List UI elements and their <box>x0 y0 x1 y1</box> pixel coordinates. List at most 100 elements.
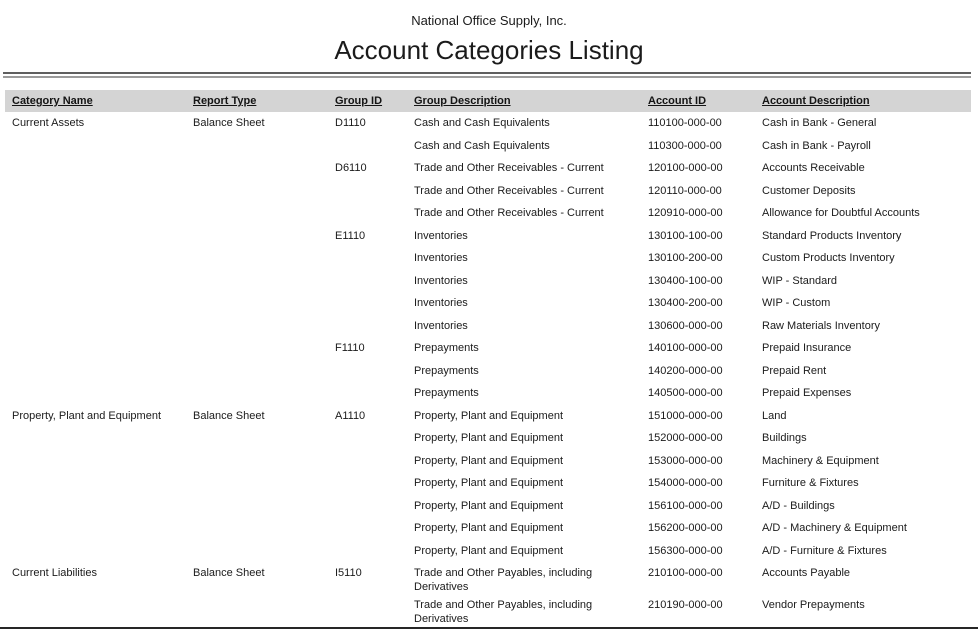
column-header-account-description: Account Description <box>762 95 870 107</box>
cell-group-description: Property, Plant and Equipment <box>414 522 563 534</box>
table-row: Trade and Other Receivables - Current 120… <box>5 180 971 203</box>
cell-category <box>5 180 186 203</box>
table-row: Property, Plant and Equipment Balance She… <box>5 405 971 428</box>
cell-account-id: 210190-000-00 <box>648 599 723 611</box>
cell-account-description: A/D - Buildings <box>762 499 835 512</box>
cell-group-description: Trade and Other Payables, including Deri… <box>414 599 593 625</box>
cell-account-description: Allowance for Doubtful Accounts <box>762 207 920 219</box>
table-row: E1110 Inventories 130100-100-00 Standard Pr… <box>5 225 971 248</box>
cell-report-type <box>186 157 328 180</box>
cell-account-id: 156100-000-00 <box>648 499 723 512</box>
cell-account-id: 153000-000-00 <box>648 454 723 467</box>
cell-category <box>5 225 186 248</box>
cell-category <box>5 540 186 563</box>
company-name: National Office Supply, Inc. <box>411 13 567 28</box>
cell-report-type <box>186 540 328 563</box>
cell-account-id: 140200-000-00 <box>648 364 723 377</box>
cell-account-description: WIP - Custom <box>762 297 831 309</box>
cell-group-description: Prepayments <box>414 387 479 399</box>
cell-category <box>5 382 186 405</box>
header-divider <box>3 72 971 78</box>
cell-group-description: Prepayments <box>414 364 479 377</box>
cell-account-id: 152000-000-00 <box>648 432 723 444</box>
page-title: Account Categories Listing <box>334 35 644 65</box>
cell-report-type <box>186 135 328 158</box>
column-header-group-description: Group Description <box>414 95 511 107</box>
cell-account-id: 156200-000-00 <box>648 522 723 534</box>
table-row: Property, Plant and Equipment 153000-000-… <box>5 450 971 473</box>
cell-category <box>5 315 186 338</box>
cell-report-type <box>186 225 328 248</box>
cell-account-description: Standard Products Inventory <box>762 229 902 242</box>
cell-category <box>5 495 186 518</box>
cell-account-id: 140500-000-00 <box>648 387 723 399</box>
column-header-account-id: Account ID <box>648 95 707 107</box>
cell-report-type <box>186 270 328 293</box>
table-row: Property, Plant and Equipment 156200-000-… <box>5 517 971 540</box>
table-row: Property, Plant and Equipment 156100-000-… <box>5 495 971 518</box>
cell-group-id <box>328 594 407 626</box>
cell-account-id: 120910-000-00 <box>648 207 723 219</box>
cell-account-description: Prepaid Rent <box>762 364 827 377</box>
table-row: Prepayments 140500-000-00 Prepaid Expenses <box>5 382 971 405</box>
cell-account-id: 120100-000-00 <box>648 162 723 174</box>
cell-group-id: E1110 <box>335 229 366 242</box>
cell-account-id: 130600-000-00 <box>648 319 723 332</box>
table-row: Property, Plant and Equipment 154000-000-… <box>5 472 971 495</box>
table-row: D6110 Trade and Other Receivables - Curre… <box>5 157 971 180</box>
cell-group-id <box>328 517 407 540</box>
cell-account-description: Vendor Prepayments <box>762 599 865 611</box>
table-row: Inventories 130100-200-00 Custom Products … <box>5 247 971 270</box>
cell-report-type: Balance Sheet <box>193 117 265 129</box>
cell-account-description: Customer Deposits <box>762 184 856 197</box>
cell-group-description: Trade and Other Receivables - Current <box>414 207 604 219</box>
cell-category <box>5 157 186 180</box>
cell-category <box>5 517 186 540</box>
cell-group-id <box>328 180 407 203</box>
cell-account-description: Prepaid Expenses <box>762 387 852 399</box>
cell-report-type <box>186 360 328 383</box>
cell-category: Current Assets <box>12 117 85 129</box>
cell-account-id: 120110-000-00 <box>648 184 722 197</box>
cell-category <box>5 292 186 315</box>
cell-group-id <box>328 450 407 473</box>
cell-report-type: Balance Sheet <box>193 567 265 579</box>
cell-group-id <box>328 202 407 225</box>
cell-report-type <box>186 517 328 540</box>
table-row: Inventories 130400-200-00 WIP - Custom <box>5 292 971 315</box>
cell-account-description: Raw Materials Inventory <box>762 319 880 332</box>
cell-account-id: 151000-000-00 <box>648 409 723 422</box>
cell-group-description: Property, Plant and Equipment <box>414 454 563 467</box>
cell-group-description: Cash and Cash Equivalents <box>414 117 550 129</box>
cell-account-description: A/D - Furniture & Fixtures <box>762 544 887 557</box>
cell-group-id <box>328 427 407 450</box>
cell-account-description: Custom Products Inventory <box>762 252 895 264</box>
cell-group-description: Prepayments <box>414 342 479 354</box>
cell-group-id <box>328 382 407 405</box>
cell-category <box>5 472 186 495</box>
cell-group-description: Trade and Other Receivables - Current <box>414 162 604 174</box>
cell-group-description: Inventories <box>414 229 468 242</box>
cell-group-description: Inventories <box>414 297 468 309</box>
cell-account-description: Prepaid Insurance <box>762 342 852 354</box>
cell-account-id: 110100-000-00 <box>648 117 722 129</box>
table-row: Property, Plant and Equipment 156300-000-… <box>5 540 971 563</box>
table-row: F1110 Prepayments 140100-000-00 Prepaid Ins… <box>5 337 971 360</box>
cell-group-description: Trade and Other Payables, including Deri… <box>414 567 593 593</box>
cell-account-id: 130100-200-00 <box>648 252 723 264</box>
column-header-report-type: Report Type <box>193 95 257 107</box>
cell-group-description: Inventories <box>414 319 468 332</box>
cell-group-id <box>328 360 407 383</box>
cell-account-description: A/D - Machinery & Equipment <box>762 522 907 534</box>
cell-group-id <box>328 135 407 158</box>
cell-group-id <box>328 247 407 270</box>
cell-report-type <box>186 427 328 450</box>
cell-account-id: 154000-000-00 <box>648 477 723 489</box>
cell-report-type <box>186 450 328 473</box>
cell-category <box>5 594 186 626</box>
cell-report-type <box>186 495 328 518</box>
cell-account-description: Accounts Payable <box>762 567 851 579</box>
cell-group-description: Property, Plant and Equipment <box>414 544 563 557</box>
cell-report-type <box>186 337 328 360</box>
